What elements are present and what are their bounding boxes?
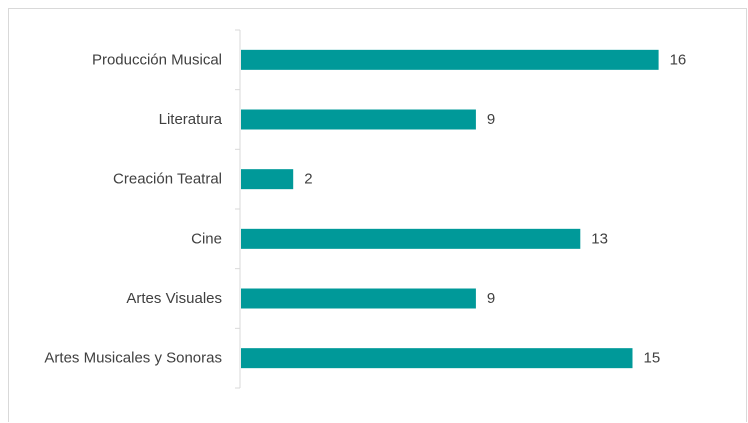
category-label: Producción Musical — [92, 51, 222, 68]
value-label: 16 — [670, 51, 687, 68]
category-label: Artes Musicales y Sonoras — [44, 350, 222, 367]
bar — [241, 169, 294, 190]
value-label: 13 — [591, 230, 608, 247]
category-label: Cine — [191, 230, 222, 247]
category-label: Artes Visuales — [126, 290, 222, 307]
bar — [241, 228, 581, 249]
category-label: Literatura — [159, 111, 223, 128]
bar — [241, 49, 659, 70]
bar — [241, 109, 476, 130]
bars-layer — [241, 49, 659, 369]
value-label: 9 — [487, 111, 495, 128]
value-label: 9 — [487, 290, 495, 307]
bar — [241, 288, 476, 309]
value-label: 15 — [644, 350, 661, 367]
value-label: 2 — [304, 171, 312, 188]
category-label: Creación Teatral — [113, 171, 222, 188]
axis-layer — [235, 29, 241, 389]
labels-layer: Producción Musical 16 Literatura 9 Creación … — [44, 51, 686, 366]
bar — [241, 348, 633, 369]
